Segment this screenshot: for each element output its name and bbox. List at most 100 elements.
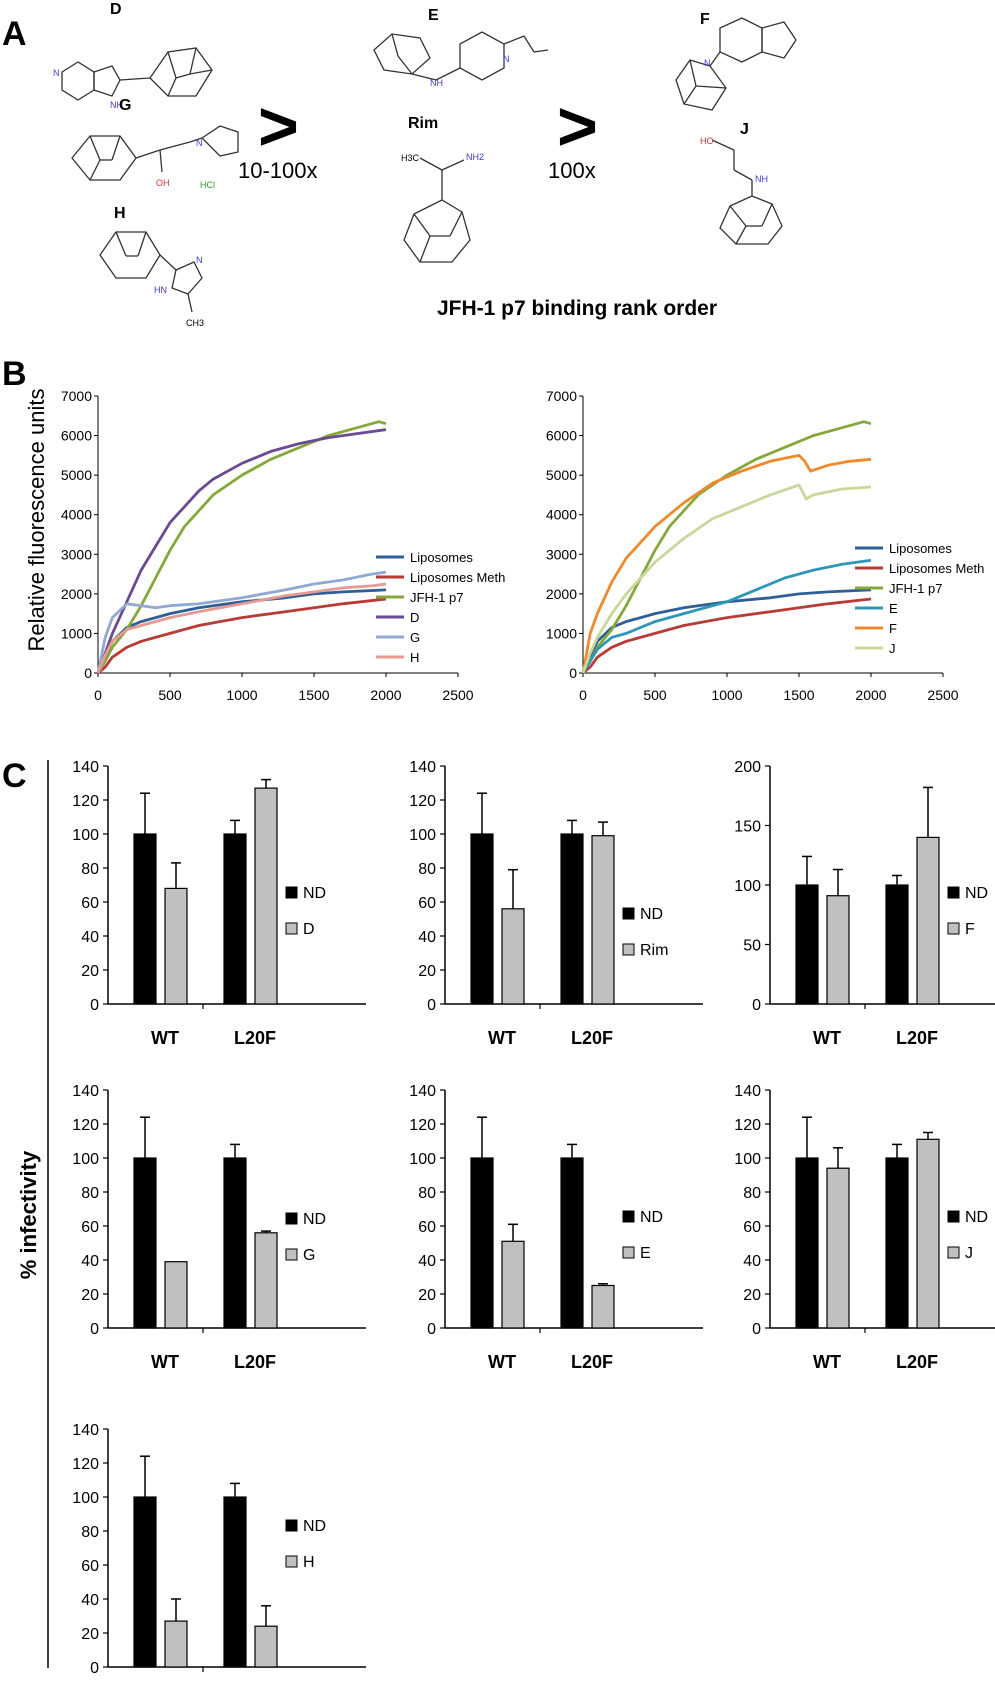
bar-chart-c-d: 0 20 40 60 80 100 120 140 WT L20F ND D [72, 759, 366, 1048]
category-label: L20F [234, 1352, 276, 1372]
molecule-label-f: F [700, 11, 710, 28]
y-tick-label: 120 [409, 1117, 436, 1134]
category-label: WT [151, 1028, 179, 1048]
y-tick-label: 100 [72, 827, 99, 844]
y-tick-label: 2000 [546, 586, 577, 602]
y-tick-label: 100 [72, 1151, 99, 1168]
panel-a [61, 17, 797, 313]
y-tick-label: 40 [418, 1253, 436, 1270]
legend-label: G [410, 630, 420, 645]
series-line-jfh-1-p7 [96, 420, 387, 674]
category-label: WT [488, 1028, 516, 1048]
y-tick-label: 0 [569, 665, 577, 681]
y-tick-label: 100 [409, 1151, 436, 1168]
series-line-jfh-1-p7 [581, 420, 872, 674]
molecule-label-e: E [428, 7, 439, 24]
x-tick-label: 500 [158, 687, 182, 703]
molecule-label-rim: Rim [408, 115, 438, 132]
category-label: L20F [896, 1352, 938, 1372]
bar-chart-c-j: 0 20 40 60 80 100 120 140 WT L20F ND J [734, 1083, 995, 1372]
bar-nd-wt [470, 1157, 494, 1329]
series-line-j [581, 483, 872, 674]
y-tick-label: 80 [418, 861, 436, 878]
y-tick-label: 20 [743, 1287, 761, 1304]
panel-label-c: C [2, 757, 27, 795]
panel-label-a: A [2, 15, 27, 53]
y-tick-label: 6000 [61, 428, 92, 444]
series-line-g [96, 570, 387, 674]
panel-a-title: JFH-1 p7 binding rank order [437, 297, 717, 320]
y-tick-label: 140 [72, 1083, 99, 1100]
series-line-liposomes [581, 588, 872, 674]
legend-label: H [410, 650, 419, 665]
bar-chart-c-e: 0 20 40 60 80 100 120 140 WT L20F ND E [409, 1083, 703, 1372]
y-tick-label: 40 [81, 929, 99, 946]
legend-label: J [965, 1245, 973, 1262]
legend-swatch [947, 1246, 960, 1259]
y-tick-label: 7000 [546, 388, 577, 404]
y-tick-label: 20 [81, 1626, 99, 1643]
atom-label-oh: OH [156, 178, 170, 188]
y-tick-label: 0 [84, 665, 92, 681]
atom-label-ho: HO [700, 136, 714, 146]
bar-chart-c-h: 020406080100120140WTL20FNDH [72, 1422, 366, 1677]
legend-label: ND [965, 885, 988, 902]
molecule-label-d: D [110, 1, 122, 18]
y-tick-label: 150 [734, 819, 761, 836]
y-tick-label: 60 [418, 1219, 436, 1236]
y-tick-label: 120 [72, 1117, 99, 1134]
legend-swatch [285, 1555, 298, 1568]
legend-swatch [622, 1246, 635, 1259]
atom-label-nh-j: NH [755, 174, 768, 184]
legend-label: E [889, 601, 898, 616]
bar-nd-wt [795, 1157, 819, 1329]
atom-label-n-f: N [704, 58, 711, 68]
bar-h-l20f [254, 1625, 278, 1668]
line-chart-left: 0 1000 2000 3000 4000 5000 6000 7000 0 500 1000 150… [61, 388, 506, 703]
y-tick-label: 120 [734, 1117, 761, 1134]
y-tick-label: 40 [418, 929, 436, 946]
bar-nd-l20f [223, 833, 247, 1005]
y-tick-label: 2000 [61, 586, 92, 602]
y-tick-label: 50 [743, 938, 761, 955]
atom-label-nh-e: NH [430, 78, 443, 88]
legend-label: ND [965, 1209, 988, 1226]
legend-swatch [622, 943, 635, 956]
legend-label: D [410, 610, 419, 625]
y-tick-label: 60 [418, 895, 436, 912]
bar-nd-l20f [560, 1157, 584, 1329]
molecule-label-h: H [114, 205, 126, 222]
y-tick-label: 0 [752, 997, 761, 1014]
greater-than-symbol-1: > [258, 87, 299, 165]
y-tick-label: 0 [90, 997, 99, 1014]
bar-j-l20f [916, 1138, 940, 1329]
bar-f-l20f [916, 836, 940, 1005]
panel-c-y-axis-label: % infectivity [16, 1150, 41, 1279]
bar-nd-wt [133, 1496, 157, 1668]
legend-label: J [889, 641, 896, 656]
y-tick-label: 7000 [61, 388, 92, 404]
x-tick-label: 2000 [370, 687, 401, 703]
legend-swatch [947, 1210, 960, 1223]
y-tick-label: 80 [81, 861, 99, 878]
legend-label: F [965, 921, 975, 938]
molecule-g-structure [71, 125, 239, 181]
y-tick-label: 100 [409, 827, 436, 844]
atom-label-h3c: H3C [401, 153, 420, 163]
y-tick-label: 40 [81, 1592, 99, 1609]
legend-label: Liposomes [410, 550, 473, 565]
legend-label: ND [303, 1518, 326, 1535]
y-tick-label: 140 [72, 1422, 99, 1439]
y-tick-label: 80 [418, 1185, 436, 1202]
category-label: L20F [234, 1028, 276, 1048]
legend-label: E [640, 1245, 651, 1262]
series-line-liposomes [96, 588, 387, 674]
greater-than-symbol-2: > [557, 87, 598, 165]
bar-chart-c-g: 0 20 40 60 80 100 120 140 WT L20F ND G [72, 1083, 366, 1372]
category-label: WT [488, 1352, 516, 1372]
y-tick-label: 20 [418, 1287, 436, 1304]
molecule-e-structure [373, 31, 549, 81]
line-chart-right: 0 1000 2000 3000 4000 5000 6000 7000 0 500 1000 150… [546, 388, 985, 703]
y-tick-label: 0 [90, 1321, 99, 1338]
legend-label: D [303, 921, 315, 938]
